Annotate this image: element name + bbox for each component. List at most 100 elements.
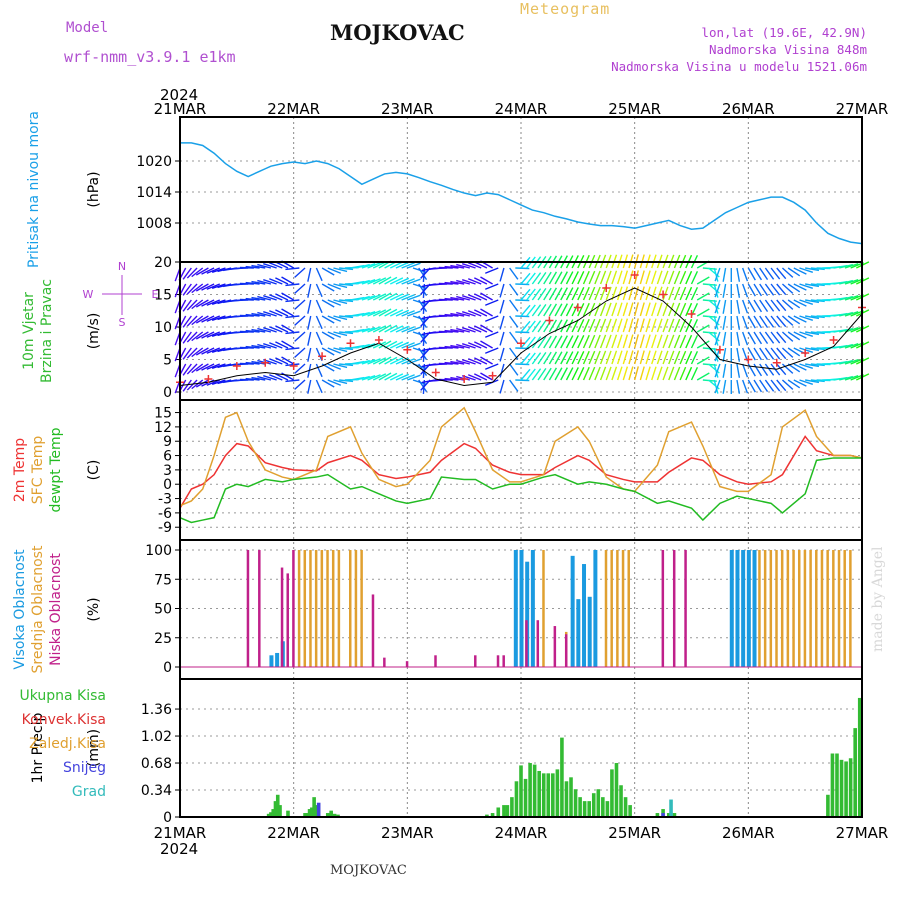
compass-e: E	[152, 288, 159, 301]
wind-barb	[793, 363, 807, 371]
wind-barb	[594, 334, 601, 349]
wind-barb	[776, 283, 787, 296]
footer-station: MOJKOVAC	[330, 863, 407, 878]
wind-barb	[389, 373, 404, 381]
wind-gust-marker	[630, 271, 639, 279]
cloud-bar	[371, 594, 375, 667]
wind-barb	[747, 379, 756, 393]
wind-barb	[605, 334, 612, 349]
wind-barb	[548, 319, 558, 333]
y-axis-label: 1hr Precip	[30, 713, 46, 784]
x-tick-top: 27MAR	[836, 100, 889, 118]
wind-barb	[645, 350, 651, 365]
wind-barb	[776, 347, 787, 360]
precip-bar	[591, 793, 596, 817]
cloud-bar	[536, 620, 540, 667]
wind-barb	[339, 379, 354, 383]
wind-barb	[696, 308, 710, 317]
wind-barb	[645, 334, 651, 349]
wind-barb	[736, 347, 741, 362]
wind-barb	[263, 311, 277, 317]
wind-barb	[378, 372, 392, 381]
precip-bar	[661, 813, 665, 817]
wind-barb	[736, 267, 741, 282]
wind-barb	[605, 318, 612, 333]
cloud-bar	[769, 550, 773, 667]
wind-barb	[594, 366, 601, 381]
wind-barb	[378, 276, 392, 285]
wind-barb	[456, 343, 471, 349]
wind-barb	[645, 366, 651, 381]
cloud-bar	[786, 550, 790, 667]
wind-barb	[651, 286, 657, 301]
wind-barb	[548, 303, 558, 317]
wind-barb	[799, 331, 814, 337]
wind-barb	[307, 379, 312, 394]
wind-barb	[793, 331, 807, 339]
wind-barb	[526, 272, 536, 285]
wind-barb	[582, 334, 590, 349]
wind-barb	[401, 358, 415, 365]
wind-barb	[356, 359, 370, 365]
wind-barb	[844, 311, 859, 317]
wind-barb	[444, 361, 459, 365]
wind-barb	[294, 379, 306, 390]
wind-barb	[269, 326, 283, 333]
cloud-bar	[360, 550, 363, 667]
x-tick-bottom: 23MAR	[381, 824, 434, 842]
x-tick-bottom: 22MAR	[267, 824, 320, 842]
wind-barb	[485, 299, 499, 306]
wind-barb	[285, 379, 300, 383]
precip-bar	[510, 797, 514, 817]
wind-barb	[582, 302, 590, 317]
wind-barb	[245, 345, 260, 349]
wind-barb	[333, 283, 348, 289]
wind-barb	[480, 292, 493, 301]
wind-barb	[294, 363, 306, 374]
wind-barb	[339, 267, 354, 271]
wind-barb	[622, 302, 629, 317]
wind-barb	[467, 278, 482, 285]
y-axis-label: dewpt Temp	[48, 427, 64, 512]
wind-barb	[770, 331, 781, 344]
y-axis-units: (C)	[86, 460, 102, 481]
wind-barb	[195, 379, 209, 388]
wind-barb	[275, 309, 289, 317]
wind-gust-marker	[517, 339, 525, 348]
wind-barb	[656, 318, 663, 333]
y-axis-label: Visoka Oblacnost	[12, 549, 28, 670]
wind-barb	[321, 347, 335, 356]
wind-barb	[622, 350, 629, 365]
cloud-bar	[621, 550, 625, 667]
precip-bar	[325, 813, 330, 817]
wind-barb	[263, 279, 277, 285]
wind-barb	[307, 283, 312, 298]
wind-barb	[275, 341, 289, 349]
wind-barb	[679, 366, 687, 381]
wind-barb	[599, 350, 607, 365]
wind-barb	[321, 267, 335, 276]
wind-barb	[764, 379, 775, 392]
wind-barb	[844, 343, 859, 349]
wind-barb	[548, 351, 558, 365]
wind-barb	[211, 315, 226, 321]
wind-barb	[206, 315, 221, 322]
wind-barb	[195, 347, 209, 356]
wind-barb	[395, 277, 410, 285]
wind-barb	[450, 344, 465, 349]
wind-barb	[799, 283, 814, 289]
wind-barb	[759, 299, 769, 312]
wind-barb	[565, 287, 574, 301]
wind-barb	[787, 347, 801, 357]
wind-barb	[462, 295, 476, 301]
wind-barb	[713, 283, 719, 298]
wind-gust-marker	[460, 375, 469, 383]
wind-barb	[201, 299, 215, 307]
wind-barb	[372, 277, 387, 285]
x-year-bottom: 2024	[160, 840, 198, 858]
wind-barb	[793, 379, 807, 387]
wind-barb	[182, 283, 192, 296]
precip-bar	[601, 797, 605, 817]
cloud-bar	[530, 550, 535, 667]
